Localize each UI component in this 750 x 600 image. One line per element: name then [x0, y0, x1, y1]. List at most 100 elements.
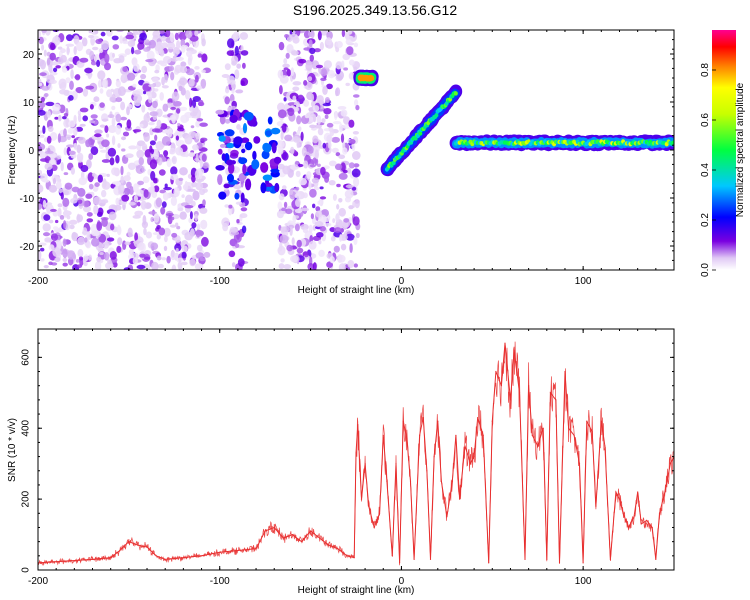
snr-point — [546, 558, 548, 561]
noise-blob — [185, 149, 189, 158]
noise-blob — [100, 199, 109, 204]
snr-point — [600, 420, 602, 422]
noise-blob — [143, 189, 149, 198]
noise-blob — [66, 34, 73, 42]
colorbar-gradient — [712, 30, 736, 270]
noise-blob — [308, 240, 317, 250]
noise-blob — [153, 149, 159, 160]
noise-blob — [346, 30, 353, 35]
cluster-blob — [274, 182, 280, 193]
noise-blob — [298, 177, 307, 186]
noise-blob — [65, 43, 75, 47]
noise-blob — [306, 112, 315, 117]
noise-blob — [312, 135, 319, 144]
noise-blob — [143, 39, 150, 43]
noise-blob — [310, 213, 314, 220]
noise-blob — [39, 101, 46, 108]
snr-point — [669, 463, 672, 465]
snr-point — [573, 434, 575, 436]
noise-blob — [351, 168, 361, 178]
noise-blob — [151, 128, 161, 133]
noise-blob — [177, 122, 181, 127]
noise-blob — [96, 221, 103, 232]
noise-blob — [331, 136, 341, 143]
noise-blob — [112, 52, 115, 58]
noise-blob — [133, 94, 143, 103]
noise-blob — [73, 142, 78, 150]
noise-blob — [352, 151, 361, 160]
snr-point — [255, 548, 257, 550]
noise-blob — [277, 69, 284, 79]
noise-blob — [153, 177, 158, 184]
noise-blob — [149, 159, 158, 170]
noise-blob — [47, 126, 54, 132]
noise-blob — [335, 152, 341, 157]
noise-blob — [160, 206, 166, 215]
noise-blob — [176, 40, 181, 50]
noise-blob — [280, 258, 285, 263]
cluster-blob — [226, 142, 235, 149]
noise-blob — [314, 149, 319, 160]
cluster-blob — [238, 173, 246, 182]
noise-blob — [179, 77, 188, 86]
noise-blob — [86, 212, 93, 217]
noise-blob — [189, 111, 198, 117]
noise-blob — [329, 256, 335, 264]
snr-point — [386, 480, 388, 482]
noise-blob — [49, 132, 58, 141]
noise-blob — [91, 230, 100, 237]
noise-blob — [291, 237, 295, 246]
noise-blob — [296, 247, 304, 254]
snr-point — [426, 470, 428, 472]
noise-blob — [38, 250, 42, 260]
snr-point — [633, 516, 635, 518]
noise-blob — [351, 186, 357, 191]
x-tick-label: -200 — [28, 576, 48, 587]
noise-blob — [281, 123, 287, 133]
noise-blob — [134, 210, 144, 217]
noise-blob — [292, 36, 300, 44]
noise-blob — [328, 160, 337, 167]
noise-blob — [293, 136, 300, 143]
noise-blob — [200, 219, 208, 230]
noise-blob — [46, 110, 51, 118]
noise-blob — [148, 39, 156, 49]
feature-rising-segment — [380, 84, 463, 177]
noise-blob — [80, 164, 89, 173]
noise-blob — [49, 79, 57, 85]
noise-blob — [159, 92, 164, 101]
noise-blob — [280, 226, 286, 233]
noise-blob — [85, 193, 93, 199]
noise-blob — [42, 223, 51, 232]
snr-point — [658, 512, 661, 514]
noise-blob — [345, 82, 351, 87]
noise-blob — [228, 250, 236, 258]
noise-blob — [325, 222, 332, 227]
noise-blob — [340, 133, 345, 143]
noise-blob — [43, 232, 50, 237]
noise-blob — [79, 123, 86, 127]
noise-blob — [73, 127, 78, 137]
x-tick-label: 0 — [399, 576, 405, 587]
cluster-blob — [242, 123, 248, 134]
noise-blob — [104, 251, 110, 261]
noise-blob — [143, 256, 151, 260]
noise-blob — [106, 133, 110, 138]
noise-blob — [162, 192, 169, 201]
noise-blob — [345, 233, 355, 241]
noise-blob — [141, 143, 148, 151]
noise-blob — [115, 97, 123, 103]
noise-blob — [156, 225, 161, 230]
noise-blob — [283, 58, 288, 65]
noise-blob — [308, 224, 313, 233]
noise-blob — [132, 129, 142, 133]
noise-blob — [40, 247, 45, 252]
cluster-blob — [240, 192, 245, 203]
cluster-blob — [233, 136, 243, 145]
noise-blob — [140, 200, 147, 210]
noise-blob — [226, 50, 235, 56]
noise-blob — [95, 38, 103, 45]
noise-blob — [188, 152, 195, 158]
snr-point — [128, 541, 130, 543]
noise-blob — [53, 67, 58, 73]
